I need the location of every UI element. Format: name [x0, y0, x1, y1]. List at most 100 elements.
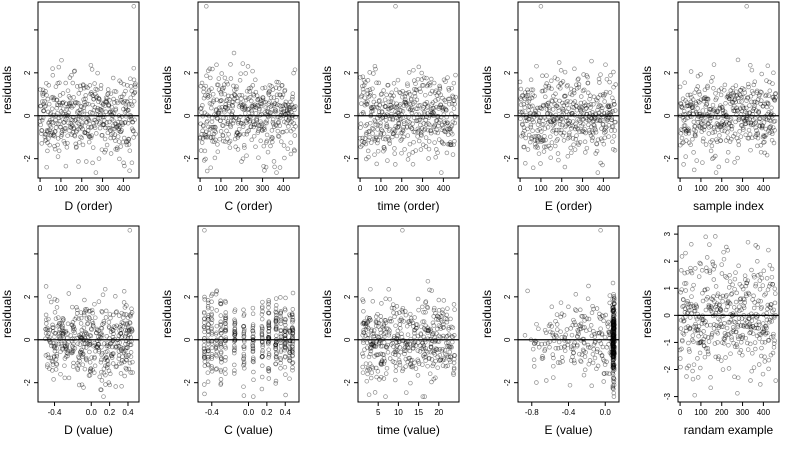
- data-point: [282, 354, 288, 359]
- data-point: [582, 139, 588, 145]
- data-point: [729, 91, 734, 97]
- data-point: [290, 105, 296, 110]
- data-point: [406, 106, 411, 111]
- data-point: [385, 342, 390, 348]
- data-point: [199, 105, 204, 111]
- y-axis-label: residuals: [0, 290, 14, 338]
- data-point: [259, 332, 265, 337]
- data-point: [611, 102, 617, 107]
- data-point: [362, 347, 367, 352]
- data-point: [283, 327, 288, 333]
- data-point: [70, 117, 75, 123]
- data-point: [400, 128, 406, 134]
- data-point: [764, 92, 769, 98]
- data-point: [218, 342, 224, 348]
- data-point: [204, 168, 210, 174]
- data-point: [228, 62, 233, 67]
- data-point: [708, 139, 713, 145]
- data-point: [118, 371, 124, 376]
- data-point: [378, 120, 383, 126]
- data-point: [204, 129, 209, 135]
- data-point: [262, 127, 267, 132]
- data-point: [369, 106, 375, 112]
- data-point: [287, 338, 293, 343]
- y-axis-label: residuals: [320, 66, 334, 114]
- data-point: [213, 346, 219, 351]
- x-tick-label: 400: [437, 184, 451, 193]
- data-point: [759, 275, 765, 281]
- data-point: [397, 108, 403, 113]
- data-point: [408, 124, 413, 129]
- data-point: [98, 86, 104, 92]
- data-point: [533, 108, 538, 114]
- data-point: [530, 87, 536, 93]
- data-point: [64, 350, 70, 355]
- data-point: [206, 348, 211, 353]
- data-point: [245, 116, 251, 122]
- data-point: [386, 287, 391, 292]
- data-point: [600, 162, 605, 168]
- data-point: [561, 130, 567, 136]
- data-point: [546, 83, 552, 89]
- data-point: [761, 268, 767, 274]
- data-point: [375, 127, 380, 132]
- data-point: [406, 89, 412, 95]
- data-point: [82, 366, 88, 372]
- data-point: [209, 364, 214, 369]
- data-point: [695, 375, 701, 380]
- data-point: [54, 298, 60, 303]
- data-point: [52, 343, 58, 349]
- data-point: [218, 328, 223, 333]
- data-point: [273, 316, 279, 321]
- data-point: [109, 116, 115, 122]
- data-point: [446, 126, 452, 131]
- data-point: [453, 94, 458, 100]
- data-point: [291, 104, 297, 110]
- data-point: [276, 80, 281, 85]
- data-point: [612, 148, 618, 153]
- y-tick-label: -2: [183, 155, 192, 163]
- data-point: [363, 123, 368, 129]
- data-point: [367, 135, 372, 140]
- data-point: [712, 129, 718, 135]
- data-point: [600, 122, 606, 127]
- data-point: [93, 91, 98, 97]
- data-point: [232, 347, 237, 353]
- data-point: [768, 124, 773, 129]
- data-point: [398, 130, 404, 136]
- data-point: [582, 367, 588, 373]
- data-point: [202, 336, 207, 341]
- data-point: [124, 139, 129, 145]
- data-point: [566, 121, 572, 126]
- data-point: [697, 100, 702, 105]
- data-point: [388, 99, 394, 105]
- data-point: [250, 328, 256, 334]
- data-point: [227, 145, 233, 150]
- data-point: [91, 343, 96, 349]
- data-point: [546, 85, 552, 91]
- data-point: [84, 130, 89, 136]
- data-point: [246, 86, 252, 91]
- data-point: [519, 93, 525, 99]
- data-point: [690, 108, 696, 114]
- data-point: [536, 151, 542, 156]
- data-point: [226, 140, 232, 145]
- data-point: [117, 361, 122, 366]
- data-point: [273, 317, 279, 323]
- data-point: [102, 286, 108, 292]
- data-point: [65, 353, 70, 359]
- data-point: [543, 144, 549, 150]
- data-point: [214, 330, 219, 336]
- data-point: [273, 107, 278, 112]
- data-point: [44, 128, 50, 133]
- data-point: [290, 325, 295, 331]
- data-point: [429, 288, 434, 293]
- data-point: [118, 144, 123, 149]
- data-point: [263, 164, 269, 170]
- data-point: [543, 137, 548, 143]
- data-point: [47, 327, 53, 333]
- data-point: [540, 138, 546, 143]
- data-point: [201, 346, 207, 351]
- data-point: [289, 311, 295, 316]
